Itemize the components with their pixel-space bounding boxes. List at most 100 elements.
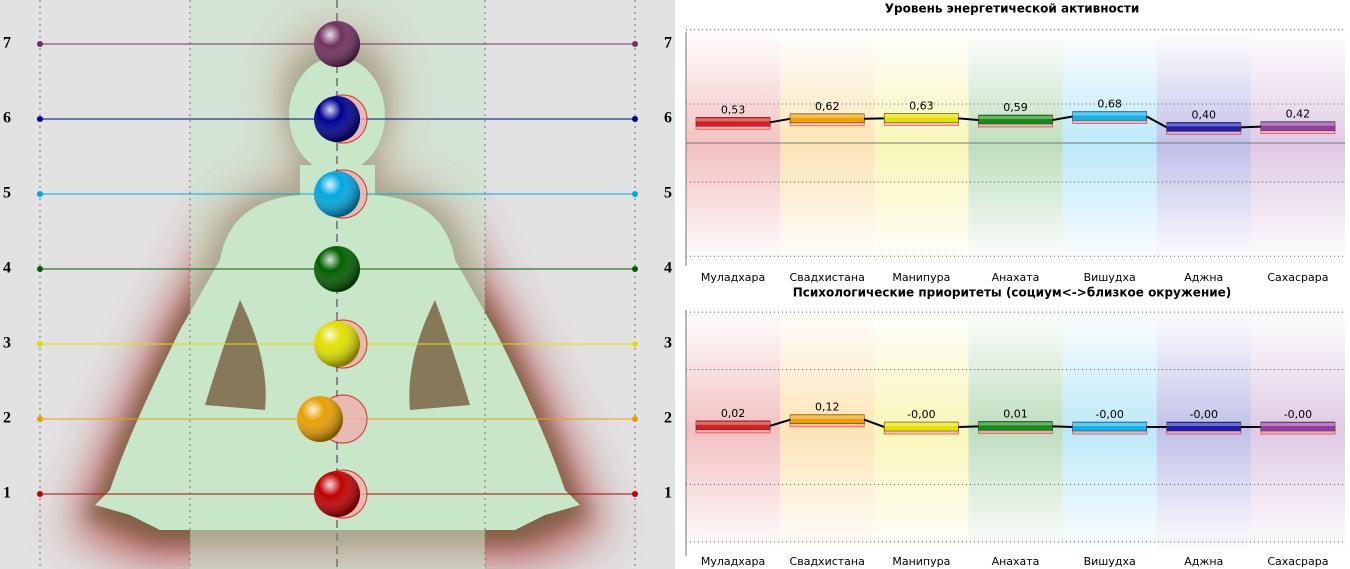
level-dot: [632, 191, 638, 197]
value-label: 0,68: [1097, 97, 1122, 110]
level-label: 1: [664, 485, 672, 502]
x-tick-label: Вишудха: [1084, 271, 1136, 284]
bar: [1072, 111, 1147, 121]
level-dot: [37, 341, 43, 347]
level-dot: [632, 416, 638, 422]
value-label: 0,12: [815, 401, 840, 414]
bar-shine: [790, 415, 865, 419]
value-label: 0,02: [721, 407, 746, 420]
chart-title: Психологические приоритеты (социум<->бли…: [793, 286, 1232, 300]
category-band: [874, 30, 969, 264]
value-label: -0,00: [1284, 408, 1312, 421]
connector: [1240, 125, 1261, 129]
connector: [1052, 425, 1073, 428]
connector: [1052, 115, 1073, 121]
category-band: [780, 308, 875, 554]
category-band: [686, 30, 781, 264]
charts: Уровень энергетической активности 0,53 Мул…: [685, 2, 1345, 568]
level-dot: [632, 116, 638, 122]
value-label: 0,53: [721, 103, 746, 116]
level-dot: [37, 41, 43, 47]
category-band: [1250, 30, 1345, 264]
bar: [1260, 421, 1336, 432]
level-dot: [37, 116, 43, 122]
x-tick-label: Анахата: [992, 555, 1040, 568]
value-label: 0,42: [1286, 108, 1311, 121]
bar-shine: [696, 421, 771, 425]
x-tick-label: Муладхара: [701, 271, 765, 284]
bar-shine: [1166, 423, 1241, 426]
x-tick-label: Манипура: [892, 271, 950, 284]
x-tick-label: Муладхара: [701, 555, 765, 568]
value-label: -0,00: [907, 408, 935, 421]
bar-shine: [1260, 423, 1335, 426]
level-dot: [632, 41, 638, 47]
x-tick-label: Свадхистана: [790, 271, 865, 284]
bar: [884, 113, 959, 123]
level-label: 4: [3, 260, 11, 277]
level-label: 7: [664, 35, 672, 52]
chart-title: Уровень энергетической активности: [885, 2, 1139, 16]
connector: [769, 117, 791, 124]
bar-shine: [696, 118, 771, 122]
bar-shine: [790, 114, 865, 118]
level-dot: [632, 491, 638, 497]
level-label: 6: [664, 110, 672, 127]
connector: [863, 418, 885, 428]
bar: [1166, 421, 1242, 432]
connector: [958, 425, 979, 428]
bar-shine: [978, 115, 1053, 119]
level-dot: [632, 341, 638, 347]
level-dot: [37, 266, 43, 272]
category-band: [1062, 30, 1157, 264]
connector: [1146, 115, 1168, 129]
value-label: 0,62: [815, 100, 840, 113]
level-label: 2: [3, 410, 11, 427]
x-tick-label: Аджна: [1184, 271, 1223, 284]
body-shadow: [205, 300, 470, 410]
bar-shine: [978, 422, 1053, 426]
level-label: 4: [664, 260, 672, 277]
level-label: 3: [664, 335, 672, 352]
x-tick-label: Свадхистана: [790, 555, 865, 568]
level-dot: [37, 416, 43, 422]
level-label: 1: [3, 485, 11, 502]
chakra-shine: [314, 321, 360, 367]
x-tick-label: Манипура: [892, 555, 950, 568]
chakra-shine: [314, 96, 360, 142]
connector: [958, 117, 979, 121]
x-tick-label: Анахата: [992, 271, 1040, 284]
bar-shine: [1072, 423, 1147, 426]
bar: [789, 414, 865, 424]
x-tick-label: Сахасрара: [1267, 271, 1328, 284]
chakra-shine: [314, 471, 360, 517]
level-dot: [37, 191, 43, 197]
level-label: 3: [3, 335, 11, 352]
bar: [1260, 121, 1336, 131]
level-label: 5: [3, 185, 11, 202]
level-label: 2: [664, 410, 672, 427]
value-label: 0,63: [909, 99, 934, 112]
value-label: 0,59: [1003, 101, 1028, 114]
chakra-shine: [297, 396, 343, 442]
chakra-shine: [314, 21, 360, 67]
x-tick-label: Вишудха: [1084, 555, 1136, 568]
chakra-shine: [314, 246, 360, 292]
bar-shine: [884, 423, 959, 426]
level-label: 7: [3, 35, 11, 52]
value-label: 0,01: [1003, 407, 1028, 420]
level-dot: [632, 266, 638, 272]
bar-shine: [884, 114, 959, 118]
value-label: -0,00: [1190, 408, 1218, 421]
value-label: 0,40: [1192, 108, 1217, 121]
chakra-panel: 1 1 2 2 3 3 4 4 5 5 6 6 7 7: [0, 0, 675, 569]
bar-shine: [1072, 112, 1147, 116]
bar-shine: [1166, 123, 1241, 127]
bar-shine: [1260, 122, 1335, 126]
value-label: -0,00: [1095, 408, 1123, 421]
category-band: [780, 30, 875, 264]
chakra-shine: [314, 171, 360, 217]
level-label: 5: [664, 185, 672, 202]
x-tick-label: Сахасрара: [1267, 555, 1328, 568]
